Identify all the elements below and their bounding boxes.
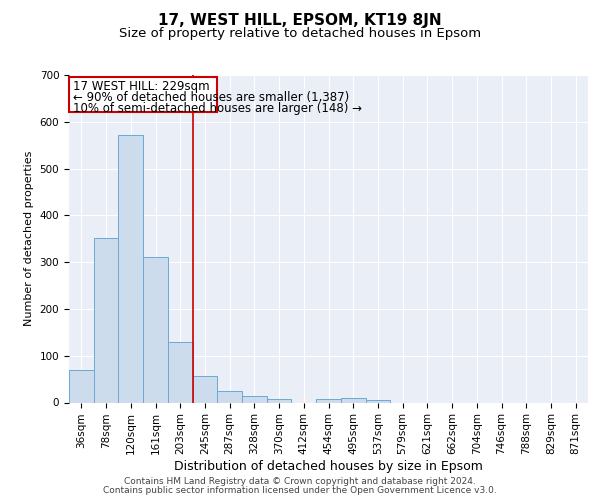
Bar (365, 400, 390, 402)
Text: 10% of semi-detached houses are larger (148) →: 10% of semi-detached houses are larger (… (73, 102, 362, 115)
Bar (193, 376, 217, 402)
Y-axis label: Number of detached properties: Number of detached properties (24, 151, 34, 326)
Bar (143, 257, 168, 402)
Bar (267, 399, 292, 402)
Bar (70, 78, 217, 112)
Text: ← 90% of detached houses are smaller (1,387): ← 90% of detached houses are smaller (1,… (73, 91, 349, 104)
Text: Contains HM Land Registry data © Crown copyright and database right 2024.: Contains HM Land Registry data © Crown c… (124, 477, 476, 486)
Bar (242, 396, 267, 402)
Bar (168, 342, 193, 402)
Bar (94, 238, 118, 402)
Bar (341, 398, 365, 402)
Bar (217, 391, 242, 402)
Text: Size of property relative to detached houses in Epsom: Size of property relative to detached ho… (119, 27, 481, 40)
Text: 17 WEST HILL: 229sqm: 17 WEST HILL: 229sqm (73, 80, 210, 92)
Bar (118, 136, 143, 402)
Text: 17, WEST HILL, EPSOM, KT19 8JN: 17, WEST HILL, EPSOM, KT19 8JN (158, 12, 442, 28)
Bar (69, 370, 94, 402)
X-axis label: Distribution of detached houses by size in Epsom: Distribution of detached houses by size … (174, 460, 483, 473)
Bar (316, 399, 341, 402)
Text: Contains public sector information licensed under the Open Government Licence v3: Contains public sector information licen… (103, 486, 497, 495)
